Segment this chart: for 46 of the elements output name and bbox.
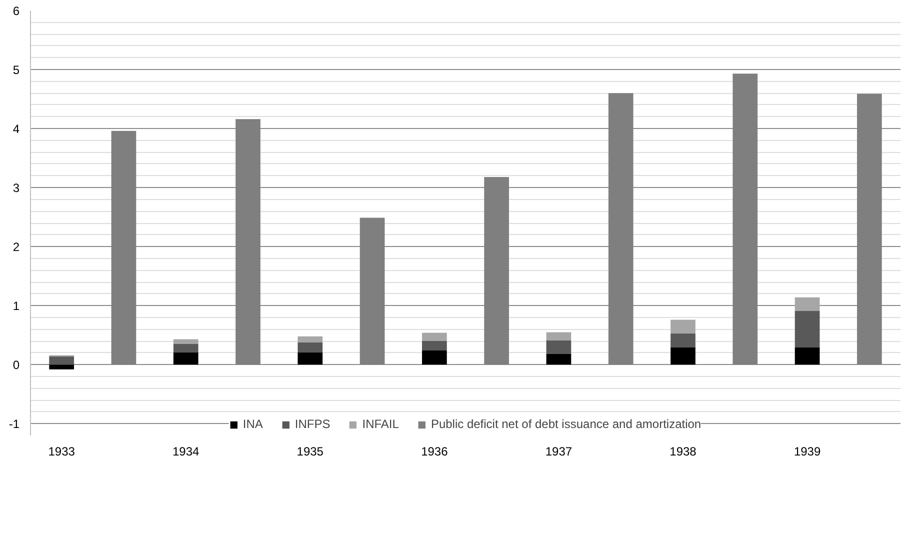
bar [670,320,696,334]
bar [670,333,696,348]
bar [608,93,634,365]
bar [794,310,820,348]
bar [546,354,572,365]
legend-label: INFPS [294,417,330,431]
bar [794,348,820,365]
y-tick-label: 1 [12,299,20,314]
bar [422,341,447,350]
bar [236,119,260,365]
y-tick-label: 0 [12,358,20,372]
bar [173,344,198,352]
legend-label: INFAIL [362,417,399,431]
legend-label: INA [242,417,263,431]
bar [173,352,198,365]
bar [49,356,74,365]
bar [546,340,572,354]
x-tick-label: 1934 [172,444,200,458]
x-tick-label: 1933 [48,444,76,458]
y-tick-label: 3 [12,181,20,196]
bar [298,342,323,352]
bar [360,218,385,365]
y-tick-label: 5 [12,63,20,78]
x-tick-label: 1936 [421,444,448,458]
bar [111,130,136,365]
x-tick-label: 1939 [794,444,821,458]
bar [732,74,758,365]
bar [49,364,74,370]
bar [422,350,447,365]
x-tick-label: 1937 [545,444,572,458]
y-tick-label: 6 [12,4,20,18]
x-tick-label: 1935 [296,444,324,458]
bar [670,348,696,365]
bar [484,176,509,365]
bar [794,297,820,311]
bar [173,339,198,344]
y-tick-label: 2 [12,240,20,254]
bar [546,332,572,340]
legend-label: Public deficit net of debt issuance and amortization [430,417,702,431]
bar [422,332,447,342]
bar [298,336,323,342]
y-tick-label: 4 [12,122,20,136]
x-tick-label: 1938 [670,444,697,458]
y-tick-label: -1 [8,417,20,432]
bar [298,352,323,365]
bar [857,94,882,365]
